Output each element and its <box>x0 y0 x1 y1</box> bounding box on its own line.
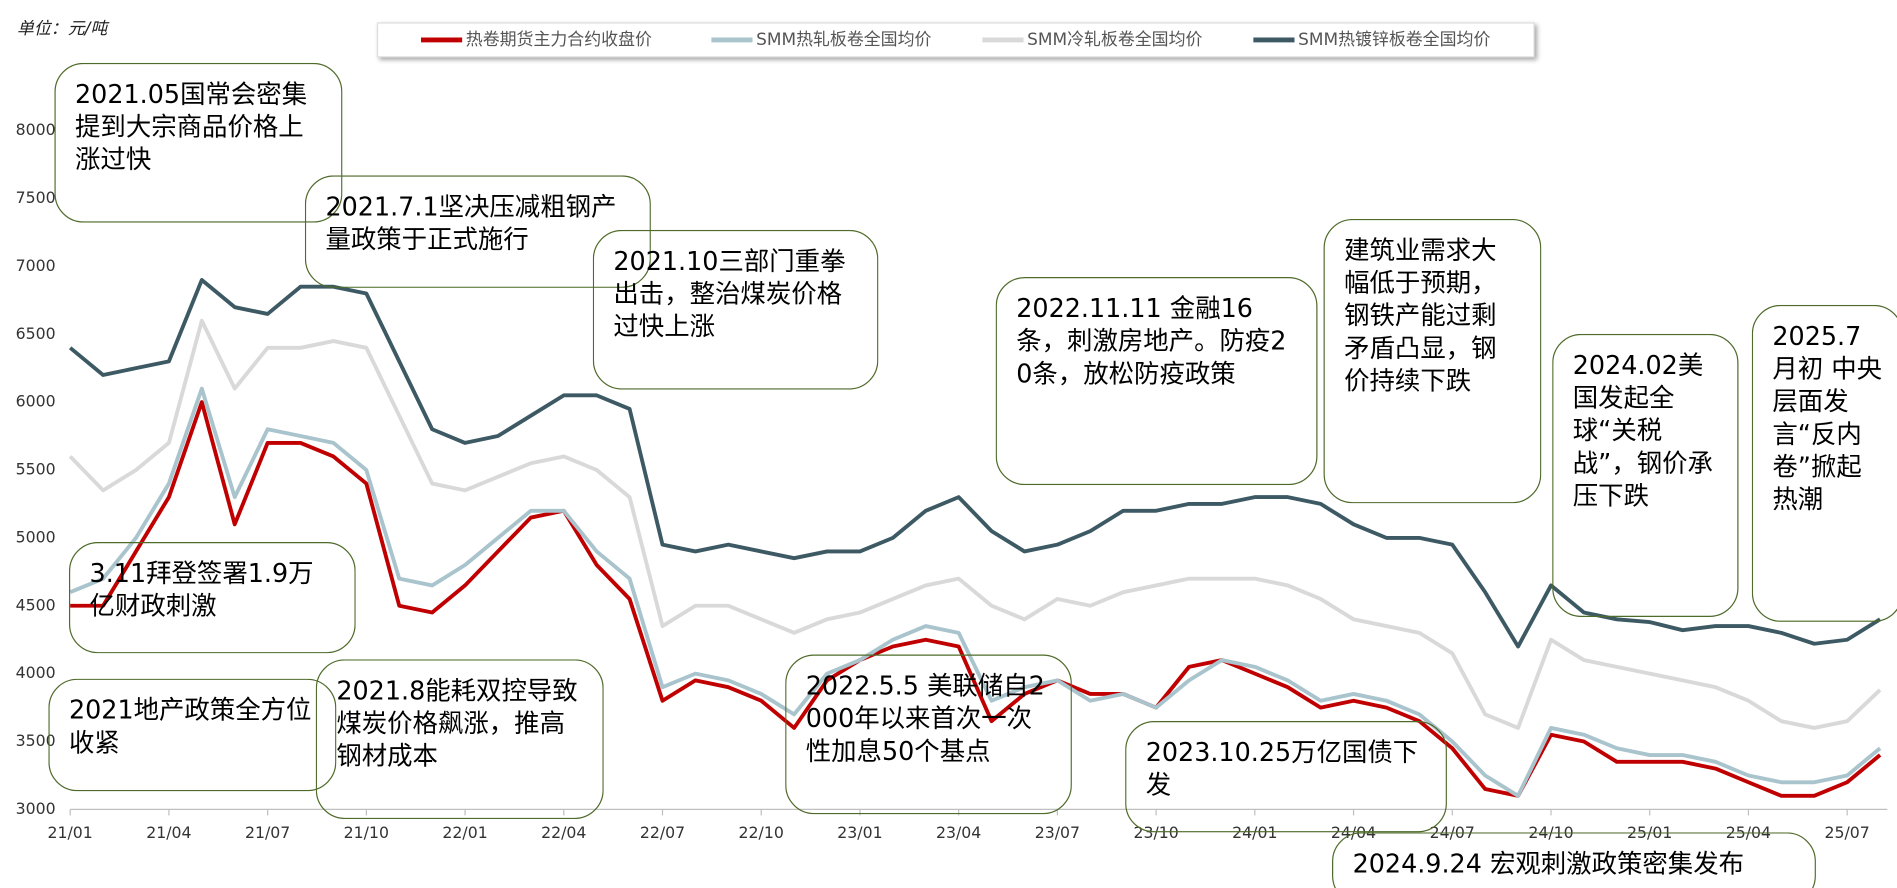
y-tick-label: 4000 <box>16 663 56 682</box>
y-tick-label: 3000 <box>16 799 56 818</box>
y-tick-label: 5500 <box>16 460 56 479</box>
annotation: 2021地产政策全方位收紧 <box>48 678 337 792</box>
y-tick-label: 4500 <box>16 595 56 614</box>
annotation: 2021.8能耗双控导致煤炭价格飙涨，推高钢材成本 <box>315 659 604 820</box>
series-line <box>69 386 1882 798</box>
annotation-box: 2021.8能耗双控导致煤炭价格飙涨，推高钢材成本 <box>315 659 604 820</box>
y-tick-label: 7500 <box>16 188 56 207</box>
annotation: 2022.11.11 金融16条，刺激房地产。防疫20条，放松防疫政策 <box>995 277 1318 486</box>
x-tick-label: 22/07 <box>640 823 685 842</box>
x-tick-label: 21/10 <box>344 823 389 842</box>
annotation: 2021.05国常会密集提到大宗商品价格上涨过快 <box>54 62 343 223</box>
x-tick-label: 25/07 <box>1824 823 1869 842</box>
legend-label: SMM热镀锌板卷全国均价 <box>1298 29 1490 49</box>
annotation-box: 3.11拜登签署1.9万亿财政刺激 <box>68 541 356 654</box>
x-tick-label: 21/04 <box>146 823 191 842</box>
y-tick-label: 7000 <box>16 256 56 275</box>
series-line <box>70 400 1882 798</box>
y-tick-label: 6000 <box>16 392 56 411</box>
y-tick-label: 8000 <box>16 120 56 139</box>
annotation: 建筑业需求大幅低于预期，钢铁产能过剩矛盾凸显，钢价持续下跌 <box>1323 218 1542 504</box>
legend-label: 热卷期货主力合约收盘价 <box>466 29 652 49</box>
annotation: 2021.10三部门重拳出击，整治煤炭价格过快上涨 <box>592 229 879 390</box>
annotation-box: 2021.7.1坚决压减粗钢产量政策于正式施行 <box>304 175 651 288</box>
x-tick-label: 22/01 <box>442 823 487 842</box>
legend-label: SMM热轧板卷全国均价 <box>756 29 931 49</box>
annotation: 2023.10.25万亿国债下发 <box>1125 721 1447 833</box>
x-tick-label: 21/01 <box>48 823 93 842</box>
series-line <box>68 318 1882 730</box>
annotation: 2024.02美国发起全球“关税战”，钢价承压下跌 <box>1552 333 1739 618</box>
annotation-box: 2021.05国常会密集提到大宗商品价格上涨过快 <box>54 62 343 223</box>
annotation-box: 2025.7月初 中央层面发言“反内卷”掀起热潮 <box>1751 304 1897 622</box>
x-tick-label: 23/07 <box>1035 823 1080 842</box>
legend-box <box>376 22 1535 58</box>
annotation-box: 2023.10.25万亿国债下发 <box>1125 721 1447 833</box>
annotation: 3.11拜登签署1.9万亿财政刺激 <box>68 541 356 654</box>
annotation-box: 2021.10三部门重拳出击，整治煤炭价格过快上涨 <box>592 229 879 390</box>
x-tick-label: 22/10 <box>739 823 784 842</box>
annotation-box: 2024.9.24 宏观刺激政策密集发布 <box>1332 832 1816 888</box>
x-tick-label: 22/04 <box>541 823 586 842</box>
annotation-box: 2022.5.5 美联储自2000年以来首次一次性加息50个基点 <box>785 654 1072 815</box>
legend-label: SMM冷轧板卷全国均价 <box>1027 29 1202 49</box>
x-tick-label: 23/04 <box>936 823 981 842</box>
annotation-box: 建筑业需求大幅低于预期，钢铁产能过剩矛盾凸显，钢价持续下跌 <box>1323 218 1542 504</box>
annotation: 2021.7.1坚决压减粗钢产量政策于正式施行 <box>304 175 651 288</box>
x-tick-label: 21/07 <box>245 823 290 842</box>
x-tick-label: 24/01 <box>1232 823 1277 842</box>
annotation-box: 2021地产政策全方位收紧 <box>48 678 337 792</box>
annotation-box: 2024.02美国发起全球“关税战”，钢价承压下跌 <box>1552 333 1739 618</box>
annotation: 2025.7月初 中央层面发言“反内卷”掀起热潮 <box>1751 304 1897 622</box>
x-tick-label: 23/01 <box>837 823 882 842</box>
annotation: 2024.9.24 宏观刺激政策密集发布 <box>1332 832 1816 888</box>
unit-label: 单位：元/吨 <box>17 18 110 38</box>
y-tick-label: 5000 <box>16 527 56 546</box>
y-tick-label: 6500 <box>16 324 56 343</box>
y-tick-label: 3500 <box>16 731 56 750</box>
annotation: 2022.5.5 美联储自2000年以来首次一次性加息50个基点 <box>785 654 1072 815</box>
annotation-box: 2022.11.11 金融16条，刺激房地产。防疫20条，放松防疫政策 <box>995 277 1318 486</box>
